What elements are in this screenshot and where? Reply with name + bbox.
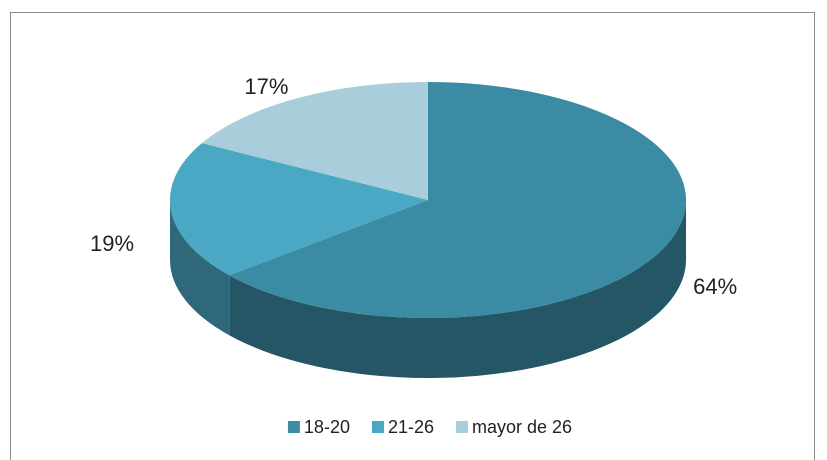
slice xyxy=(201,82,428,200)
legend-label: 21-26 xyxy=(388,417,434,437)
legend-swatch xyxy=(287,421,300,433)
legend: 18-20 21-26 mayor de 26 xyxy=(287,417,572,437)
legend-swatch xyxy=(371,421,384,433)
slice xyxy=(229,82,686,318)
legend-label: mayor de 26 xyxy=(472,417,572,437)
legend-label: 18-20 xyxy=(304,417,350,437)
legend-swatch xyxy=(456,421,469,433)
value-label: 17% xyxy=(244,74,288,99)
slice-side xyxy=(229,200,686,378)
value-label: 19% xyxy=(90,231,134,256)
value-label: 64% xyxy=(693,274,737,299)
slice xyxy=(170,143,428,276)
slice-side xyxy=(170,200,230,336)
